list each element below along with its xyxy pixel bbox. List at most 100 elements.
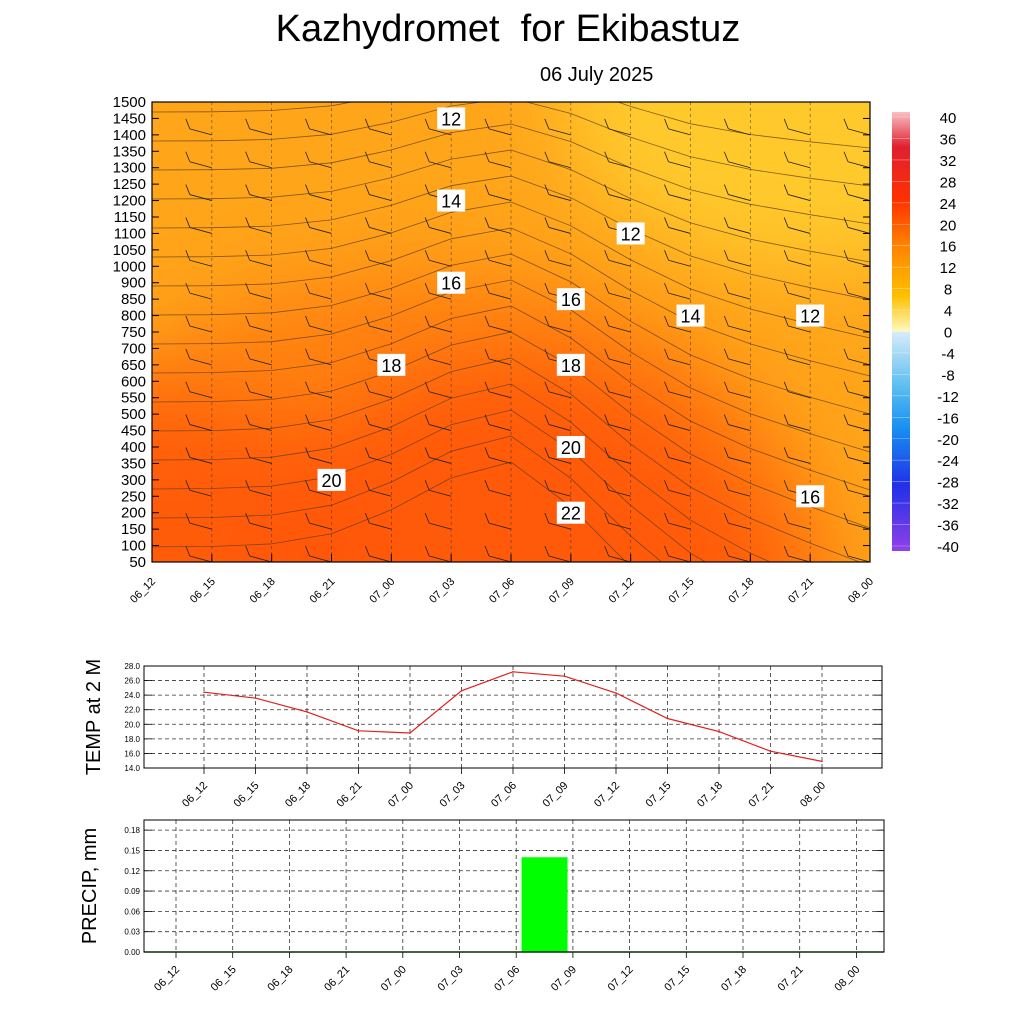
wind-barb: [488, 227, 512, 234]
wind-barb-flag: [305, 184, 310, 195]
temp-panel: 28.0 26.0 24.0 22.0 20.0 18.0 16.0 14.0 06_12 06_…: [83, 659, 883, 810]
temp-data-point: [563, 675, 566, 677]
wind-barb-flag: [783, 512, 789, 524]
contour-label-text: 16: [561, 290, 581, 310]
wind-barb: [608, 259, 631, 267]
wind-barb: [488, 259, 512, 267]
wind-barb: [608, 128, 631, 136]
wind-barb: [189, 424, 212, 431]
wind-barb-flag: [185, 381, 191, 392]
wind-barb-flag: [364, 282, 370, 294]
temp-data-point: [409, 732, 411, 734]
wind-barb-flag: [783, 184, 789, 195]
wind-barb-flag: [484, 447, 490, 458]
wind-barb-flag: [723, 348, 729, 360]
contour-label-text: 20: [561, 438, 581, 458]
wind-barb-flag: [185, 480, 191, 491]
x-tick-label: 07_06: [487, 576, 517, 606]
wind-barb: [728, 194, 751, 201]
contour-label-text: 14: [680, 307, 700, 327]
wind-barb: [488, 128, 512, 136]
wind-barb: [249, 358, 272, 366]
wind-barb-flag: [843, 282, 849, 294]
wind-barb-flag: [544, 184, 550, 195]
wind-barb-flag: [245, 118, 251, 130]
wind-barb-flag: [245, 250, 251, 261]
wind-barb: [847, 161, 870, 169]
y-tick-label: 600: [121, 373, 146, 390]
colorbar-tick-label: -20: [937, 432, 959, 449]
wind-barb-flag: [604, 282, 610, 294]
x-tick-label: 07_00: [367, 576, 397, 606]
wind-barb: [728, 522, 751, 530]
wind-barb: [309, 391, 332, 399]
wind-barb: [668, 391, 691, 399]
wind-barb-flag: [365, 86, 369, 96]
wind-barb-flag: [424, 118, 430, 130]
x-tick-label: 07_03: [427, 576, 457, 606]
wind-barb-flag: [783, 447, 789, 458]
wind-barb-flag: [484, 315, 490, 327]
colorbar-tick-label: 16: [940, 239, 957, 256]
temp-data-point: [718, 730, 720, 733]
wind-barb: [249, 227, 272, 234]
wind-barb-flag: [424, 184, 430, 195]
temp-x-tick-label: 06_18: [283, 780, 313, 810]
contour-label: 12: [616, 222, 645, 245]
wind-barb-flag: [664, 250, 669, 261]
temp-x-tick-label: 07_00: [386, 780, 416, 810]
contour-label-bg: [437, 271, 466, 294]
wind-barb-flag: [305, 447, 310, 458]
wind-barb-flag: [424, 315, 430, 327]
wind-barb: [189, 259, 212, 267]
wind-barb-flag: [424, 151, 430, 162]
x-tick-label: 07_21: [786, 576, 816, 606]
wind-barb-flag: [604, 250, 610, 261]
wind-barb-flag: [424, 545, 430, 557]
wind-barb: [629, 102, 631, 103]
wind-barb-flag: [185, 512, 191, 524]
wind-barb: [189, 391, 212, 399]
wind-barb: [548, 161, 571, 169]
wind-barb-flag: [664, 414, 669, 425]
wind-barb-flag: [604, 151, 610, 162]
wind-barb: [788, 259, 811, 267]
wind-barb: [548, 227, 571, 234]
wind-barb: [429, 555, 452, 562]
wind-barb-flag: [305, 512, 310, 524]
wind-barb: [608, 358, 631, 366]
wind-barb-flag: [723, 151, 729, 162]
wind-barb-flag: [783, 348, 789, 360]
wind-barb: [369, 555, 392, 562]
x-tick-label: 06_15: [188, 576, 218, 606]
wind-barb: [668, 358, 691, 366]
y-tick-label: 1450: [113, 110, 146, 127]
wind-barb-flag: [664, 348, 669, 360]
wind-barb: [728, 227, 751, 234]
x-tick-label: 06_12: [128, 576, 158, 606]
wind-barb: [847, 194, 870, 201]
contour-label-text: 12: [800, 307, 820, 327]
temp-x-tick-label: 07_03: [438, 780, 468, 810]
temp-y-tick-label: 18.0: [124, 735, 140, 744]
wind-barb: [369, 128, 392, 136]
wind-barb: [548, 424, 571, 431]
colorbar-tick-label: 4: [944, 303, 952, 320]
wind-barb: [509, 102, 511, 103]
wind-barb-flag: [245, 414, 251, 425]
wind-barb-flag: [424, 381, 430, 392]
wind-barb: [668, 424, 691, 431]
wind-barb-flag: [424, 348, 430, 360]
wind-barb: [369, 325, 392, 333]
wind-barb: [249, 128, 272, 136]
wind-barb-flag: [245, 282, 251, 294]
wind-barb-flag: [544, 315, 550, 327]
contour-label: 16: [796, 485, 825, 508]
wind-barb: [668, 161, 691, 169]
wind-barb-flag: [245, 315, 251, 327]
wind-barb: [788, 424, 811, 431]
precip-x-tick-label: 07_00: [379, 964, 409, 994]
x-tick-label: 07_15: [667, 576, 697, 606]
wind-barb-flag: [484, 250, 490, 261]
